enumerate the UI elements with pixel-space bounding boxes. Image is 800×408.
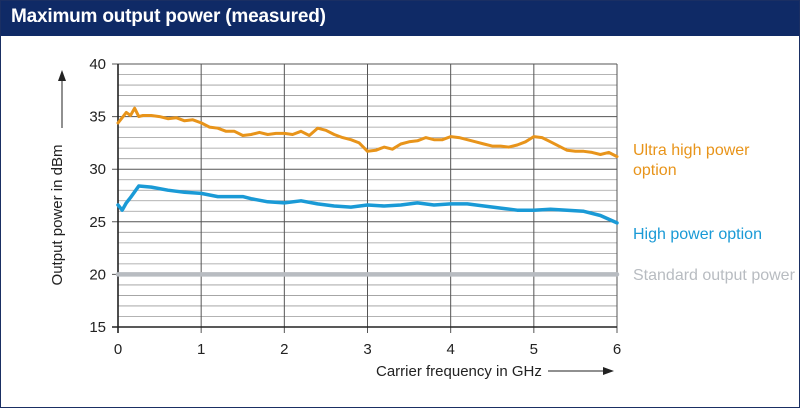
y-tick-label: 30 <box>89 161 106 178</box>
y-axis-arrowhead <box>58 70 66 81</box>
x-tick-label: 4 <box>446 341 454 358</box>
y-tick-label: 40 <box>89 56 106 73</box>
x-tick-label: 6 <box>613 341 621 358</box>
chart-title: Maximum output power (measured) <box>11 6 326 27</box>
x-tick-label: 5 <box>530 341 538 358</box>
legend-ultra-high-power: Ultra high power <box>633 142 750 159</box>
series-line-high-power <box>116 184 619 225</box>
series-line-ultra-high-power <box>116 106 619 159</box>
title-bar: Maximum output power (measured) <box>1 1 799 36</box>
y-tick-label: 20 <box>89 266 106 283</box>
y-axis-label: Output power in dBm <box>49 145 66 286</box>
x-axis-label: Carrier frequency in GHz <box>376 363 542 380</box>
y-tick-label: 25 <box>89 214 106 231</box>
y-tick-label: 15 <box>89 319 106 336</box>
legend-ultra-high-power-line2: option <box>633 162 677 179</box>
x-tick-label: 1 <box>197 341 205 358</box>
x-tick-label: 2 <box>280 341 288 358</box>
x-axis-arrowhead <box>603 367 614 375</box>
x-tick-label: 0 <box>114 341 122 358</box>
y-tick-label: 35 <box>89 109 106 126</box>
legend-high-power: High power option <box>633 226 762 243</box>
x-tick-label: 3 <box>363 341 371 358</box>
legend-standard-power: Standard output power <box>633 267 796 284</box>
